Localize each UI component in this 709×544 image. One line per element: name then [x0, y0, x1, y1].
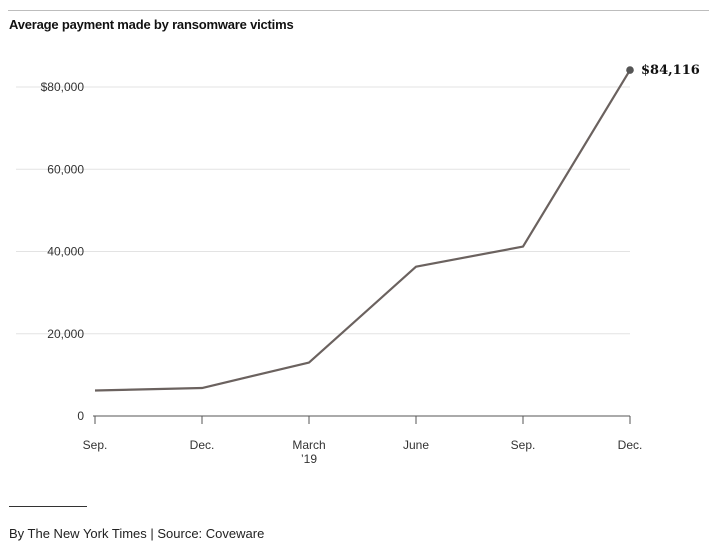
- source-credit: By The New York Times | Source: Coveware: [9, 526, 265, 541]
- y-tick-label: 60,000: [47, 162, 84, 176]
- x-tick-label: June: [403, 438, 429, 452]
- x-tick-label: Dec.: [618, 438, 643, 452]
- y-tick-label: 0: [77, 409, 84, 423]
- top-rule: [8, 10, 709, 11]
- chart-title: Average payment made by ransomware victi…: [9, 17, 294, 32]
- x-tick-label: Sep.: [511, 438, 536, 452]
- y-tick-label: $80,000: [41, 80, 85, 94]
- x-tick-label: ’19: [301, 452, 317, 466]
- x-tick-label: Dec.: [190, 438, 215, 452]
- footer-rule: [9, 506, 87, 507]
- endpoint-dot: [626, 66, 634, 74]
- y-tick-label: 20,000: [47, 327, 84, 341]
- y-tick-label: 40,000: [47, 245, 84, 259]
- endpoint-label: $84,116: [641, 63, 700, 78]
- x-tick-label: March: [292, 438, 325, 452]
- series-line: [94, 69, 631, 392]
- x-tick-label: Sep.: [83, 438, 108, 452]
